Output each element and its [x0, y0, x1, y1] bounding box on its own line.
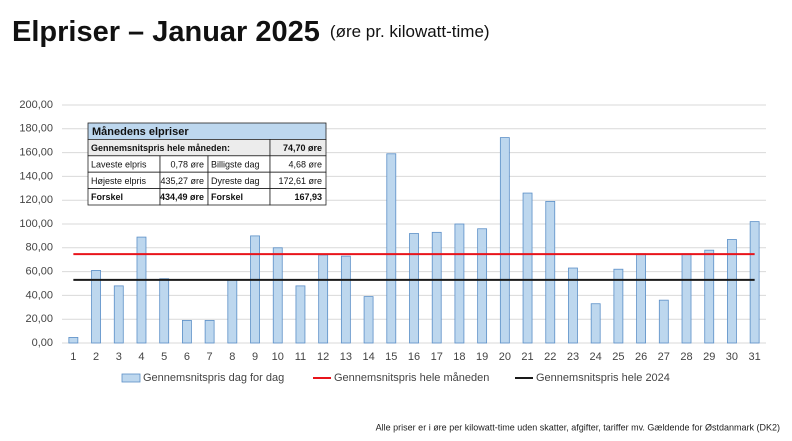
- bar: [522, 192, 533, 344]
- bar: [340, 255, 351, 344]
- table-cell-text: 4,68 øre: [288, 159, 322, 169]
- bar: [204, 319, 215, 344]
- y-tick-label: 40,00: [25, 289, 53, 301]
- table-cell-text: 172,61 øre: [278, 176, 322, 186]
- bar: [431, 231, 442, 344]
- y-tick-label: 80,00: [25, 242, 53, 254]
- chart-title: Elpriser – Januar 2025 (øre pr. kilowatt-…: [12, 16, 490, 48]
- bar: [545, 200, 556, 344]
- bar: [477, 228, 488, 344]
- table-cell-text: Forskel: [211, 192, 243, 202]
- bar: [386, 153, 397, 344]
- y-tick-label: 180,00: [19, 123, 53, 135]
- y-tick-label: 120,00: [19, 194, 53, 206]
- legend-swatch: [121, 373, 141, 383]
- bar: [136, 236, 147, 344]
- bar: [68, 337, 79, 344]
- table-cell-text: Forskel: [91, 192, 123, 202]
- table-cell-text: Gennemsnitspris hele måneden:: [91, 143, 230, 153]
- x-tick-label: 9: [252, 351, 258, 363]
- table-cell-text: Højeste elpris: [91, 176, 147, 186]
- x-tick-label: 3: [116, 351, 122, 363]
- y-tick-label: 100,00: [19, 218, 53, 230]
- bar: [182, 319, 192, 344]
- x-tick-label: 12: [317, 351, 329, 363]
- table-cell-text: 434,49 øre: [160, 192, 204, 202]
- x-tick-label: 14: [362, 351, 374, 363]
- x-tick-label: 8: [229, 351, 235, 363]
- bar: [159, 278, 170, 344]
- bar: [568, 267, 578, 344]
- x-tick-label: 23: [567, 351, 579, 363]
- legend-label: Gennemsnitspris dag for dag: [143, 372, 284, 384]
- table-title: Månedens elpriser: [92, 126, 189, 138]
- x-tick-label: 11: [295, 351, 306, 363]
- table-cell-text: 0,78 øre: [170, 159, 204, 169]
- bar: [590, 303, 601, 344]
- table-cell-text: Dyreste dag: [211, 176, 260, 186]
- bar: [409, 233, 419, 344]
- y-tick-label: 160,00: [19, 147, 53, 159]
- x-tick-label: 10: [272, 351, 284, 363]
- bar: [227, 279, 238, 344]
- table-cell-text: Laveste elpris: [91, 159, 147, 169]
- x-tick-label: 4: [138, 351, 144, 363]
- bar: [295, 285, 306, 344]
- x-tick-label: 24: [590, 351, 602, 363]
- bar: [681, 253, 692, 344]
- bar: [318, 254, 329, 344]
- x-tick-label: 18: [453, 351, 465, 363]
- bar: [727, 239, 737, 344]
- table-cell: [269, 188, 327, 206]
- x-tick-label: 20: [499, 351, 511, 363]
- x-tick-label: 13: [340, 351, 352, 363]
- bar: [91, 270, 101, 344]
- bar: [499, 137, 510, 344]
- table-cell-text: Billigste dag: [211, 159, 260, 169]
- x-tick-label: 5: [161, 351, 167, 363]
- x-tick-label: 22: [544, 351, 556, 363]
- x-tick-label: 30: [726, 351, 738, 363]
- bar: [250, 235, 260, 344]
- table-cell-text: 435,27 øre: [160, 176, 204, 186]
- bar: [658, 299, 669, 344]
- bar: [272, 247, 283, 344]
- x-tick-label: 28: [680, 351, 692, 363]
- price-table: Månedens elpriser Gennemsnitspris hele må…: [87, 122, 327, 206]
- bar: [613, 268, 624, 344]
- x-tick-label: 19: [476, 351, 488, 363]
- y-tick-label: 200,00: [19, 99, 53, 111]
- legend-label: Gennemsnitspris hele måneden: [334, 372, 489, 384]
- y-tick-label: 0,00: [32, 337, 53, 349]
- y-tick-label: 20,00: [25, 313, 53, 325]
- x-tick-label: 15: [385, 351, 397, 363]
- x-tick-label: 26: [635, 351, 647, 363]
- footnote: Alle priser er i øre per kilowatt-time u…: [376, 422, 780, 432]
- x-tick-label: 17: [431, 351, 443, 363]
- x-tick-label: 25: [612, 351, 624, 363]
- bar: [749, 221, 760, 344]
- y-tick-label: 140,00: [19, 170, 53, 182]
- bar: [363, 296, 374, 344]
- x-tick-label: 6: [184, 351, 190, 363]
- y-tick-label: 60,00: [25, 266, 53, 278]
- x-tick-label: 21: [521, 351, 533, 363]
- x-tick-label: 2: [93, 351, 99, 363]
- x-tick-label: 29: [703, 351, 715, 363]
- x-tick-label: 7: [207, 351, 213, 363]
- bar: [454, 223, 465, 344]
- title: Elpriser – Januar 2025: [12, 16, 320, 48]
- x-tick-label: 16: [408, 351, 420, 363]
- bar: [636, 253, 646, 344]
- table-cell-text: 167,93: [294, 192, 322, 202]
- x-tick-label: 31: [749, 351, 761, 363]
- x-tick-label: 27: [658, 351, 670, 363]
- legend-label: Gennemsnitspris hele 2024: [536, 372, 670, 384]
- bar: [704, 249, 715, 344]
- x-tick-label: 1: [70, 351, 76, 363]
- table-cell-text: 74,70 øre: [283, 143, 322, 153]
- bar: [113, 285, 124, 344]
- subtitle: (øre pr. kilowatt-time): [330, 22, 490, 41]
